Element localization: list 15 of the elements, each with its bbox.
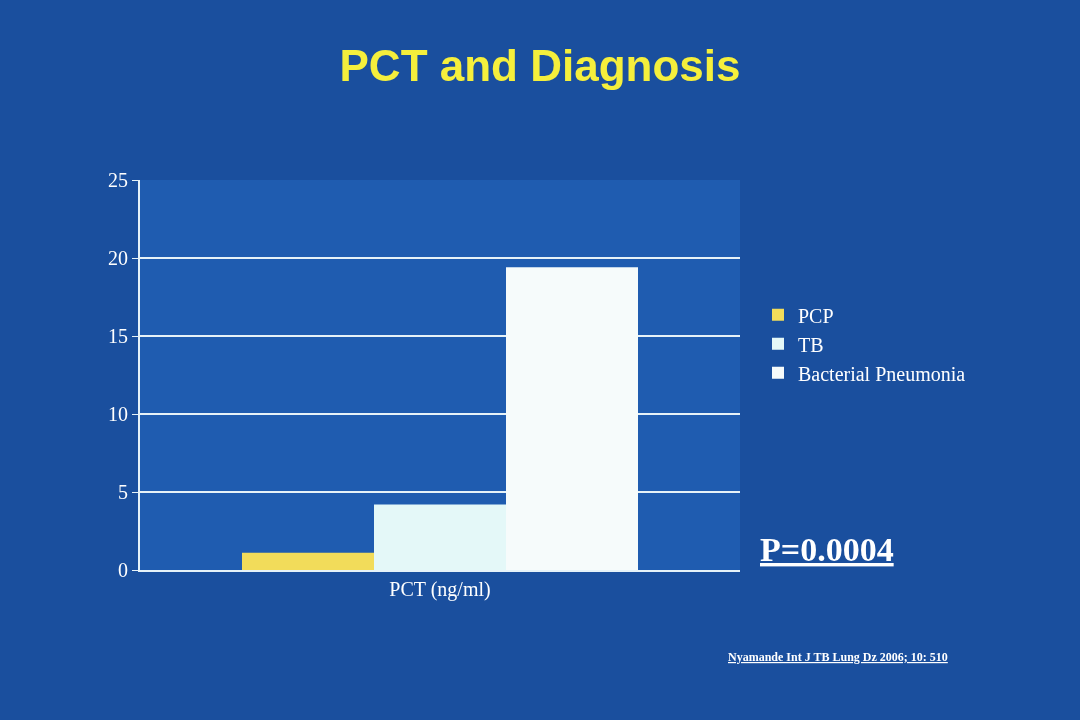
text: P=0.0004 xyxy=(760,531,894,568)
legend-label: PCP xyxy=(798,304,834,327)
y-tick-label: 10 xyxy=(108,403,128,425)
chart-title: PCT and Diagnosis xyxy=(339,41,741,91)
bar xyxy=(242,552,374,570)
legend-label: Bacterial Pneumonia xyxy=(798,362,966,385)
text: Nyamande Int J TB Lung Dz 2006; 10: 510 xyxy=(728,650,948,664)
y-tick-label: 20 xyxy=(108,247,128,269)
y-tick-label: 25 xyxy=(108,169,128,191)
y-tick-label: 15 xyxy=(108,325,128,347)
y-tick-label: 5 xyxy=(118,481,128,503)
x-tick-label: PCT (ng/ml) xyxy=(389,578,491,601)
bar xyxy=(506,267,638,570)
legend-label: TB xyxy=(798,333,824,356)
y-tick-label: 0 xyxy=(118,559,128,581)
